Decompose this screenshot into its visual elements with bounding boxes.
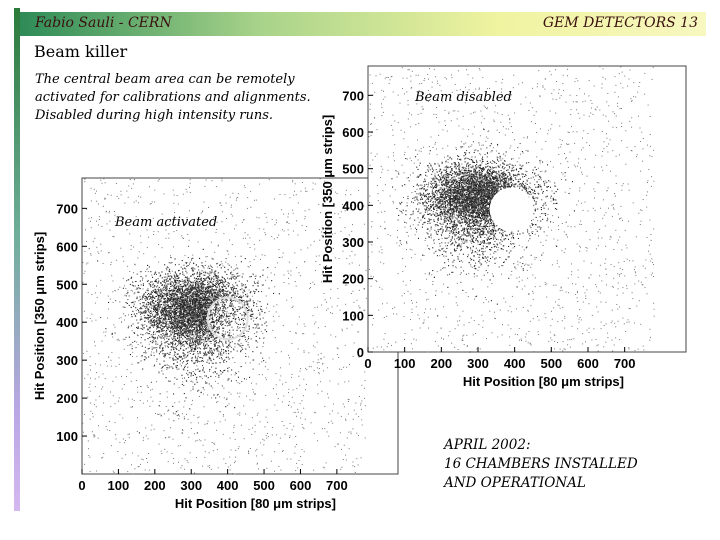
y-tick-label: 400 <box>342 198 364 213</box>
x-tick-label: 100 <box>394 356 416 371</box>
y-tick-label: 500 <box>56 277 78 292</box>
slide-title: Beam killer <box>34 42 128 61</box>
description: The central beam area can be remotely ac… <box>35 71 325 125</box>
x-tick-label: 700 <box>326 478 348 493</box>
y-tick-label: 0 <box>357 345 364 360</box>
y-tick-label: 600 <box>342 125 364 140</box>
hit-points <box>368 66 655 353</box>
note-line: AND OPERATIONAL <box>444 475 586 491</box>
y-tick-label: 100 <box>56 429 78 444</box>
x-tick-label: 200 <box>144 478 166 493</box>
x-tick-label: 400 <box>217 478 239 493</box>
x-tick-label: 500 <box>540 356 562 371</box>
y-tick-label: 300 <box>56 353 78 368</box>
plot-beam-activated: 0 100 200 300 400 500 600 700 100 200 300 400 500 600… <box>30 172 400 520</box>
description-line: activated for calibrations and alignment… <box>35 90 311 105</box>
x-tick-label: 400 <box>504 356 526 371</box>
beam-activated-label: Beam activated <box>115 215 218 230</box>
x-tick-label: 100 <box>108 478 130 493</box>
y-tick-label: 100 <box>342 308 364 323</box>
x-tick-label: 600 <box>577 356 599 371</box>
x-tick-label: 700 <box>614 356 636 371</box>
note-line: APRIL 2002: <box>444 437 531 453</box>
y-tick-label: 200 <box>56 391 78 406</box>
y-tick-label: 200 <box>342 272 364 287</box>
x-tick-label: 600 <box>290 478 312 493</box>
x-axis-title: Hit Position [80 μm strips] <box>175 496 336 511</box>
x-tick-label: 0 <box>364 356 371 371</box>
y-axis-title: Hit Position [350 μm strips] <box>32 232 47 400</box>
y-tick-label: 600 <box>56 239 78 254</box>
x-tick-label: 500 <box>253 478 275 493</box>
description-line: Disabled during high intensity runs. <box>35 108 273 123</box>
note-line: 16 CHAMBERS INSTALLED <box>444 456 638 472</box>
scatter-chart-activated: 0 100 200 300 400 500 600 700 100 200 300 400 500 600… <box>32 177 399 511</box>
x-tick-label: 300 <box>180 478 202 493</box>
beam-disabled-label: Beam disabled <box>415 90 512 105</box>
plot-beam-disabled: 0 100 200 300 400 500 600 700 0 100 200 300 400 500 60… <box>318 60 688 395</box>
description-line: The central beam area can be remotely <box>35 72 295 87</box>
y-tick-label: 300 <box>342 235 364 250</box>
y-tick-label: 500 <box>342 162 364 177</box>
y-tick-label: 400 <box>56 315 78 330</box>
y-tick-label: 700 <box>56 201 78 216</box>
left-accent-bar <box>14 8 20 511</box>
scatter-chart-disabled: 0 100 200 300 400 500 600 700 0 100 200 300 400 500 60… <box>320 65 687 389</box>
author-label: Fabio Sauli - CERN <box>35 15 172 31</box>
beam-killer-outline <box>206 296 249 341</box>
x-axis-title: Hit Position [80 μm strips] <box>463 374 624 389</box>
x-tick-label: 0 <box>78 478 85 493</box>
status-note: APRIL 2002: 16 CHAMBERS INSTALLED AND OP… <box>444 436 638 493</box>
slide-label: GEM DETECTORS 13 <box>542 15 698 31</box>
y-axis-title: Hit Position [350 μm strips] <box>320 115 335 283</box>
hit-points <box>82 178 367 475</box>
header-bar <box>20 12 706 36</box>
x-tick-label: 200 <box>430 356 452 371</box>
x-tick-label: 300 <box>467 356 489 371</box>
y-tick-label: 700 <box>342 88 364 103</box>
beam-killer-hole <box>489 187 533 231</box>
